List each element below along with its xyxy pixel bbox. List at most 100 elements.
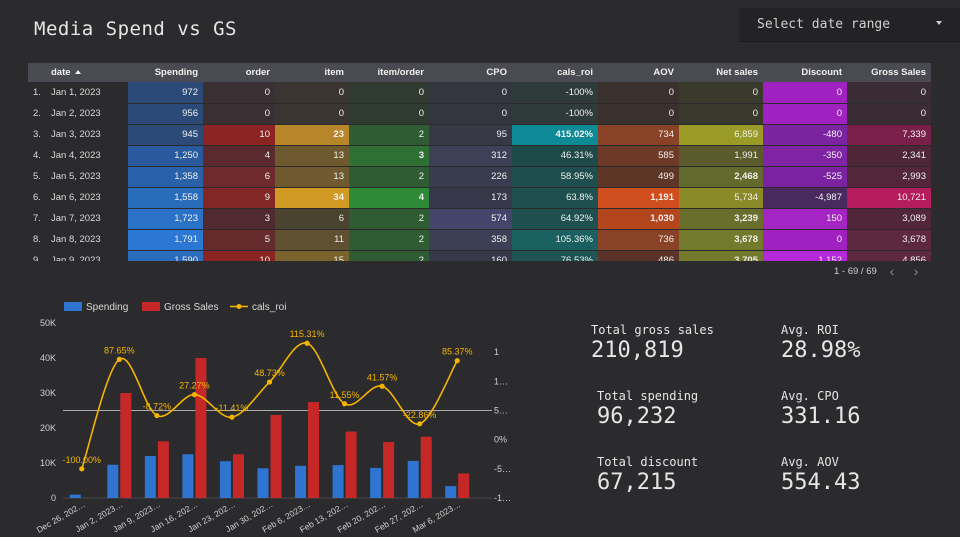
y-right-tick-label: 0% xyxy=(494,435,507,445)
legend-label-gross-sales: Gross Sales xyxy=(164,302,218,313)
cell-aov: 0 xyxy=(598,82,679,104)
cell-aov: 499 xyxy=(598,166,679,188)
cell-date: Jan 2, 2023 xyxy=(46,103,128,125)
col-header-aov[interactable]: AOV xyxy=(598,63,679,82)
cell-cpo: 95 xyxy=(429,124,512,146)
kpi-total-gross-sales: Total gross sales 210,819 xyxy=(591,323,714,363)
y-left-tick-label: 30K xyxy=(40,388,56,398)
cell-net-sales: 0 xyxy=(679,103,763,125)
cell-cpo: 312 xyxy=(429,145,512,167)
table-row[interactable]: 8. Jan 8, 2023 1,791 5 11 2 358 105.36% 736 3,678… xyxy=(28,229,931,251)
point-cals-roi xyxy=(417,421,423,427)
bar-gross-sales xyxy=(458,473,470,498)
bar-spending xyxy=(445,486,457,498)
table-pager: 1 - 69 / 69 ‹ › xyxy=(834,263,934,279)
cell-index: 7. xyxy=(28,208,46,230)
cell-item: 34 xyxy=(275,187,349,209)
kpi-value: 67,215 xyxy=(597,470,677,495)
sort-asc-icon xyxy=(74,70,81,74)
bar-spending xyxy=(257,468,269,498)
point-cals-roi xyxy=(191,391,198,398)
cell-cals-roi: 64.92% xyxy=(512,208,598,230)
y-left-tick-label: 50K xyxy=(40,318,56,328)
cell-order: 10 xyxy=(203,250,275,261)
col-header-order[interactable]: order xyxy=(203,63,275,82)
table-row[interactable]: 9. Jan 9, 2023 1,590 10 15 2 160 76.53% 486 3,705… xyxy=(28,250,931,261)
y-left-tick-label: 0 xyxy=(51,493,56,503)
cell-spending: 1,791 xyxy=(128,229,203,251)
cell-spending: 956 xyxy=(128,103,203,125)
cell-index: 5. xyxy=(28,166,46,188)
chevron-left-icon[interactable]: ‹ xyxy=(889,263,895,279)
cell-cpo: 0 xyxy=(429,82,512,104)
bar-gross-sales xyxy=(157,441,169,498)
chevron-right-icon[interactable]: › xyxy=(913,263,919,279)
data-table[interactable]: date Spending order item item/order CPO … xyxy=(28,63,931,261)
table-row[interactable]: 2. Jan 2, 2023 956 0 0 0 0 -100% 0 0 0 0 xyxy=(28,103,931,125)
col-header-date[interactable]: date xyxy=(46,63,128,82)
cell-cpo: 0 xyxy=(429,103,512,125)
cell-item-order: 3 xyxy=(349,145,429,167)
legend-label-cals-roi: cals_roi xyxy=(252,302,286,313)
kpi-total-discount: Total discount 67,215 xyxy=(597,455,698,495)
table-row[interactable]: 3. Jan 3, 2023 945 10 23 2 95 415.02% 734 6,859 -4… xyxy=(28,124,931,146)
cell-gross-sales: 0 xyxy=(847,82,931,104)
cell-order: 5 xyxy=(203,229,275,251)
kpi-avg-roi: Avg. ROI 28.98% xyxy=(781,323,860,363)
data-label-cals-roi: 41.57% xyxy=(367,372,398,382)
table-row[interactable]: 7. Jan 7, 2023 1,723 3 6 2 574 64.92% 1,030 3,239… xyxy=(28,208,931,230)
kpi-label: Total discount xyxy=(597,455,699,469)
kpi-avg-aov: Avg. AOV 554.43 xyxy=(781,455,860,495)
col-header-item-order[interactable]: item/order xyxy=(349,63,429,82)
kpi-label: Avg. AOV xyxy=(781,455,839,469)
cell-discount: 0 xyxy=(763,229,847,251)
kpi-label: Total spending xyxy=(597,389,699,403)
point-cals-roi xyxy=(379,383,385,389)
table-row[interactable]: 1. Jan 1, 2023 972 0 0 0 0 -100% 0 0 0 0 xyxy=(28,82,931,104)
page-title: Media Spend vs GS xyxy=(34,18,237,40)
cell-spending: 972 xyxy=(128,82,203,104)
col-header-gross-sales[interactable]: Gross Sales xyxy=(847,63,931,82)
cell-order: 10 xyxy=(203,124,275,146)
cell-index: 8. xyxy=(28,229,46,251)
pager-range: 1 - 69 / 69 xyxy=(834,265,877,277)
legend-marker-cals-roi xyxy=(236,304,242,309)
table-row[interactable]: 4. Jan 4, 2023 1,250 4 13 3 312 46.31% 585 1,991-… xyxy=(28,145,931,167)
cell-cpo: 226 xyxy=(429,166,512,188)
cell-item-order: 0 xyxy=(349,103,429,125)
data-label-cals-roi: 115.31% xyxy=(290,329,325,339)
cell-item-order: 2 xyxy=(349,124,429,146)
col-header-cals-roi[interactable]: cals_roi xyxy=(512,63,598,82)
cell-cpo: 358 xyxy=(429,229,512,251)
cell-order: 4 xyxy=(203,145,275,167)
col-header-cpo[interactable]: CPO xyxy=(429,63,512,82)
cell-item: 23 xyxy=(275,124,349,146)
cell-aov: 585 xyxy=(598,145,679,167)
cell-order: 0 xyxy=(203,103,275,125)
col-header-net-sales[interactable]: Net sales xyxy=(679,63,763,82)
cell-net-sales: 6,859 xyxy=(679,124,763,146)
col-header-item[interactable]: item xyxy=(275,63,349,82)
cell-spending: 1,358 xyxy=(128,166,203,188)
data-label-cals-roi: 27.27% xyxy=(179,381,210,391)
bar-gross-sales xyxy=(270,415,282,498)
bar-spending xyxy=(332,465,344,498)
y-right-tick-label: 1 xyxy=(494,347,499,357)
cell-net-sales: 0 xyxy=(679,82,763,104)
line-cals-roi xyxy=(81,342,458,470)
cell-item-order: 2 xyxy=(349,229,429,251)
kpi-value: 210,819 xyxy=(591,338,684,363)
cell-gross-sales: 10,721 xyxy=(847,187,931,209)
table-row[interactable]: 6. Jan 6, 2023 1,558 9 34 4 173 63.8% 1,191 5,734… xyxy=(28,187,931,209)
cell-aov: 1,030 xyxy=(598,208,679,230)
data-label-cals-roi: 87.65% xyxy=(104,345,135,355)
col-header-discount[interactable]: Discount xyxy=(763,63,847,82)
cell-cals-roi: 46.31% xyxy=(512,145,598,167)
cell-aov: 486 xyxy=(598,250,679,261)
cell-spending: 1,558 xyxy=(128,187,203,209)
point-cals-roi xyxy=(116,356,122,362)
date-range-select[interactable]: Select date range xyxy=(739,8,960,42)
table-row[interactable]: 5. Jan 5, 2023 1,358 6 13 2 226 58.95% 499 2,468-… xyxy=(28,166,931,188)
cell-date: Jan 4, 2023 xyxy=(46,145,128,167)
col-header-spending[interactable]: Spending xyxy=(128,63,203,82)
